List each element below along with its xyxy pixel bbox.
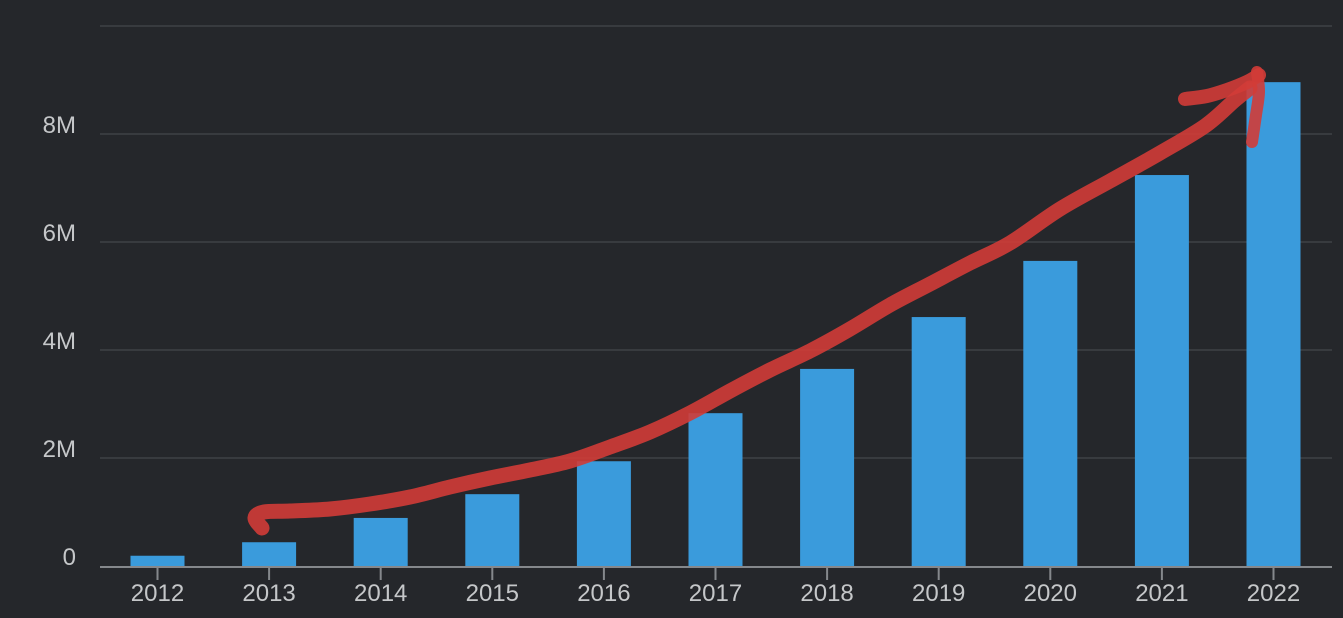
x-axis-label-2017: 2017 [689,580,742,607]
bar-2016 [576,461,631,566]
y-axis-label-4m: 4M [43,328,76,355]
x-axis-label-2013: 2013 [242,580,295,607]
x-axis-label-2021: 2021 [1135,580,1188,607]
bar-2022 [1246,82,1301,566]
x-axis-label-2016: 2016 [577,580,630,607]
bar-2020 [1023,260,1078,566]
x-axis-label-2014: 2014 [354,580,407,607]
bar-2018 [800,368,855,566]
bar-2014 [353,517,408,566]
trend-arrow-head-upper-barb [1178,68,1266,106]
bar-2012 [130,555,185,566]
y-axis-label-8m: 8M [43,112,76,139]
x-axis-label-2022: 2022 [1247,580,1300,607]
x-axis-label-2012: 2012 [131,580,184,607]
trend-arrow-shaft [247,80,1258,536]
y-axis-label-0: 0 [63,544,76,571]
y-axis-label-2m: 2M [43,436,76,463]
bar-2021 [1134,175,1189,567]
y-axis-label-6m: 6M [43,220,76,247]
x-axis-label-2015: 2015 [466,580,519,607]
bar-2015 [465,494,520,566]
x-axis-label-2020: 2020 [1024,580,1077,607]
x-axis-label-2019: 2019 [912,580,965,607]
trend-arrow-head-lower-barb [1246,66,1266,148]
bar-2019 [911,317,966,566]
x-axis-label-2018: 2018 [800,580,853,607]
bar-2013 [242,542,297,566]
bar-2017 [688,413,743,566]
